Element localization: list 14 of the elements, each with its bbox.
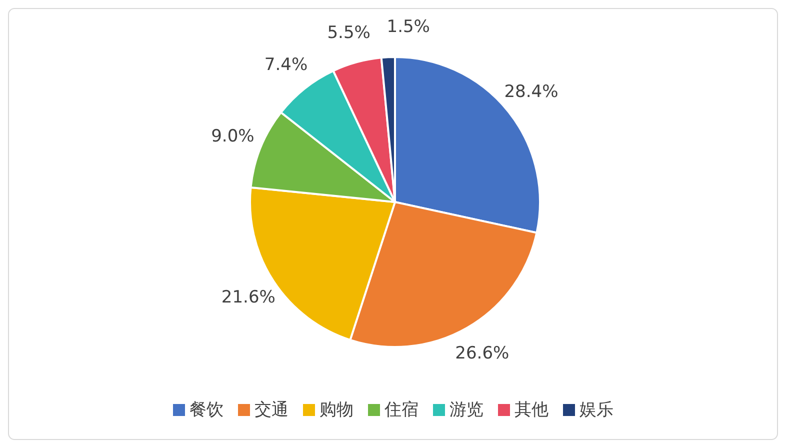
data-label: 5.5% [327,23,370,44]
legend-label: 游览 [448,399,484,421]
legend-label: 交通 [254,399,288,421]
data-label: 28.4% [504,82,558,102]
data-label: 7.4% [264,55,308,76]
data-label: 26.6% [455,344,510,364]
data-label: 1.5% [386,17,430,38]
legend-label: 餐饮 [188,399,224,421]
legend-label: 其他 [514,399,548,421]
data-label: 21.6% [221,288,276,308]
legend-label: 住宿 [384,399,418,421]
legend-label: 购物 [318,399,354,421]
data-label: 9.0% [211,126,254,147]
legend-label: 娱乐 [578,399,614,421]
